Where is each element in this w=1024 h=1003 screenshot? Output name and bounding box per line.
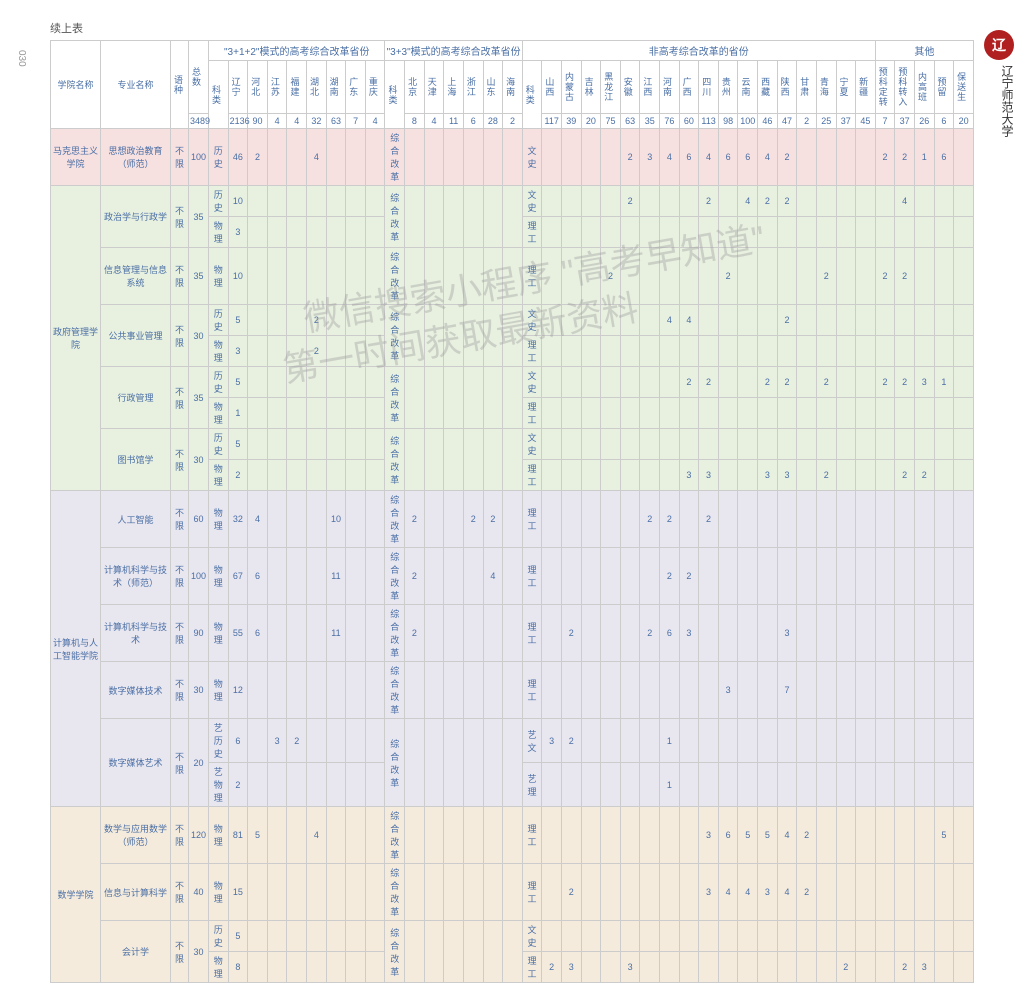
table-row: 计算机与人工智能学院人工智能不限60物理32410综合改革222理工222 [51, 491, 974, 548]
table-row: 计算机科学与技术不限90物理55611综合改革2理工22633 [51, 605, 974, 662]
table-row: 数字媒体技术不限30物理12综合改革理工37 [51, 662, 974, 719]
table-row: 数学学院数学与应用数学（师范）不限120物理8154综合改革理工3655425 [51, 807, 974, 864]
table-row: 信息与计算科学不限40物理15综合改革理工2344342 [51, 864, 974, 921]
table-row: 信息管理与信息系统不限35物理10综合改革理工22222 [51, 248, 974, 305]
table-row: 行政管理不限35历史5综合改革文史222222231 [51, 367, 974, 398]
table-row: 计算机科学与技术（师范）不限100物理67611综合改革24理工22 [51, 548, 974, 605]
table-row: 政府管理学院政治学与行政学不限35历史10综合改革文史224224 [51, 186, 974, 217]
university-logo: 辽 [984, 30, 1014, 60]
table-row: 马克思主义学院思想政治教育（师范）不限100历史4624综合改革文史234646… [51, 129, 974, 186]
table-row: 会计学不限30历史5综合改革文史 [51, 921, 974, 952]
enrollment-table: 学院名称 专业名称 语种 总数 "3+1+2"模式的高考综合改革省份 "3+3"… [50, 40, 974, 983]
table-caption: 续上表 [50, 20, 974, 36]
table-row: 图书馆学不限30历史5综合改革文史 [51, 429, 974, 460]
page-number: 030 [16, 50, 27, 67]
table-row: 公共事业管理不限30历史52综合改革文史442 [51, 305, 974, 336]
university-name: 辽宁师范大学 [999, 65, 1016, 137]
table-row: 数字媒体艺术不限20艺历史632综合改革艺文321 [51, 719, 974, 763]
